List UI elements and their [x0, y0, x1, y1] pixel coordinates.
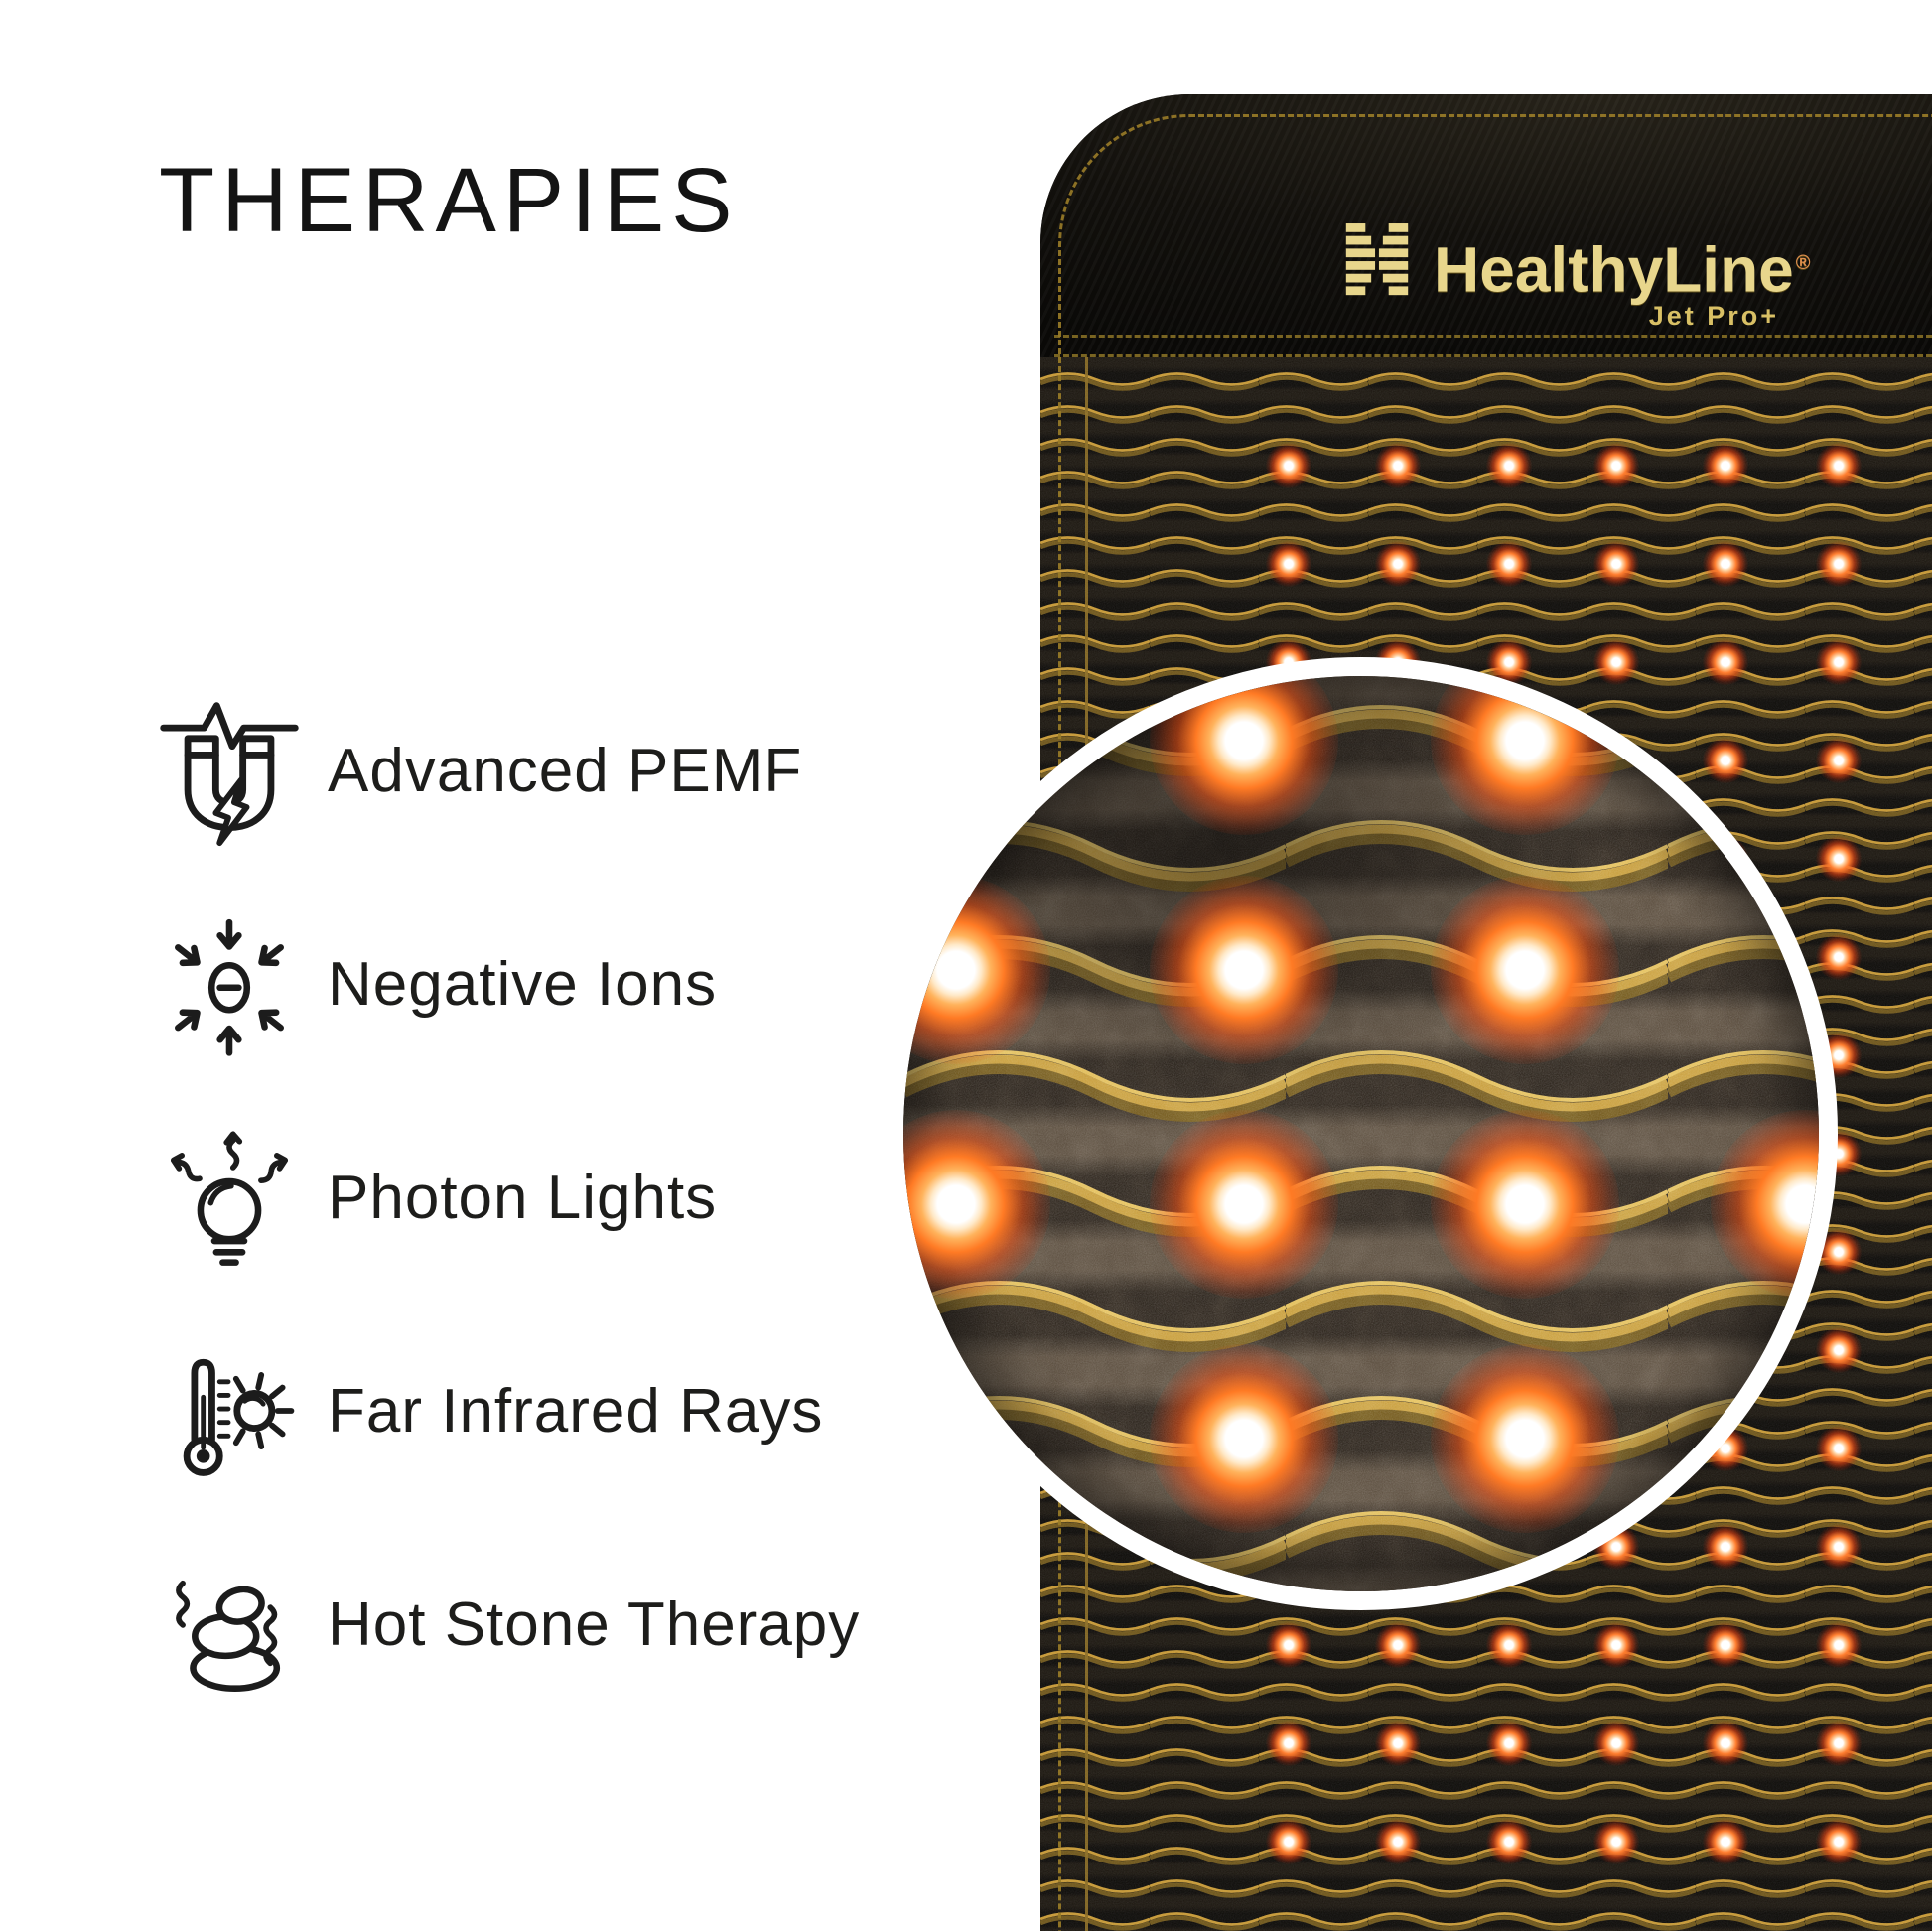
- magnet-pulse-icon: [137, 693, 322, 848]
- magnified-photon-led: [1150, 1110, 1338, 1299]
- photon-led: [1486, 541, 1532, 587]
- magnified-photon-led: [1431, 1344, 1619, 1533]
- therapy-item-far-infrared-rays: Far Infrared Rays: [137, 1321, 823, 1500]
- photon-led: [1703, 443, 1748, 488]
- photon-led: [1816, 443, 1862, 488]
- magnified-photon-led: [903, 876, 1050, 1064]
- photon-led: [1266, 1819, 1311, 1864]
- photon-led: [1816, 836, 1862, 882]
- magnified-photon-led: [1150, 676, 1338, 835]
- photon-led: [1266, 443, 1311, 488]
- magnified-photon-led: [1150, 876, 1338, 1064]
- photon-led: [1593, 1622, 1639, 1668]
- photon-led: [1816, 1524, 1862, 1570]
- photon-led: [1816, 1819, 1862, 1864]
- therapy-label: Photon Lights: [328, 1163, 718, 1232]
- photon-led: [1816, 1721, 1862, 1766]
- photon-led: [1816, 639, 1862, 685]
- lens-shading: [903, 676, 1819, 1591]
- photon-led: [1593, 541, 1639, 587]
- photon-led: [1375, 541, 1421, 587]
- header-stitch-line: [1054, 335, 1932, 357]
- therapy-item-photon-lights: Photon Lights: [137, 1108, 717, 1287]
- therapy-item-negative-ions: Negative Ions: [137, 895, 717, 1073]
- therapy-label: Advanced PEMF: [328, 736, 803, 805]
- photon-led: [1375, 443, 1421, 488]
- photon-led: [1593, 1819, 1639, 1864]
- magnified-photon-led: [903, 1110, 1050, 1299]
- photon-led: [1816, 541, 1862, 587]
- photon-led: [1816, 1622, 1862, 1668]
- photon-led: [1593, 1721, 1639, 1766]
- photon-led: [1593, 443, 1639, 488]
- photon-led: [1375, 1622, 1421, 1668]
- hot-stones-icon: [137, 1550, 322, 1699]
- photon-led: [1703, 1721, 1748, 1766]
- brand-logo: HealthyLine ®: [1338, 223, 1811, 309]
- mat-header-panel: HealthyLine ® Jet Pro+: [1040, 94, 1932, 357]
- photon-led: [1816, 1327, 1862, 1373]
- photon-led: [1266, 1622, 1311, 1668]
- photon-led: [1703, 1819, 1748, 1864]
- magnified-detail-circle: [885, 657, 1838, 1610]
- page-title: THERAPIES: [159, 150, 740, 251]
- therapy-item-advanced-pemf: Advanced PEMF: [137, 681, 802, 860]
- photon-led: [1375, 1819, 1421, 1864]
- photon-led: [1816, 738, 1862, 783]
- therapy-label: Negative Ions: [328, 949, 718, 1019]
- magnified-photon-led: [1431, 676, 1619, 835]
- magnified-gold-wave-stitching: [903, 676, 1819, 1591]
- photon-led: [1703, 541, 1748, 587]
- photon-led: [1486, 1721, 1532, 1766]
- therapy-item-hot-stone-therapy: Hot Stone Therapy: [137, 1535, 860, 1714]
- brand-name: HealthyLine ®: [1434, 233, 1811, 306]
- therapy-label: Hot Stone Therapy: [328, 1589, 861, 1659]
- photon-led: [1486, 443, 1532, 488]
- photon-led: [1816, 1426, 1862, 1471]
- magnified-photon-led: [1431, 1110, 1619, 1299]
- negative-ion-icon: [137, 909, 322, 1058]
- photon-led: [1816, 934, 1862, 980]
- registered-mark: ®: [1795, 252, 1811, 274]
- infrared-thermometer-sun-icon: [137, 1333, 322, 1488]
- photon-led: [1266, 1721, 1311, 1766]
- photon-led: [1375, 1721, 1421, 1766]
- therapy-label: Far Infrared Rays: [328, 1376, 824, 1446]
- magnified-photon-led: [1431, 876, 1619, 1064]
- model-name: Jet Pro+: [1648, 301, 1779, 331]
- photon-bulb-icon: [137, 1123, 322, 1272]
- photon-led: [1266, 541, 1311, 587]
- photon-led: [1703, 1622, 1748, 1668]
- photon-led: [1486, 1819, 1532, 1864]
- photon-led: [1486, 1622, 1532, 1668]
- healthyline-logo-icon: [1345, 223, 1409, 296]
- magnified-photon-led: [1150, 1344, 1338, 1533]
